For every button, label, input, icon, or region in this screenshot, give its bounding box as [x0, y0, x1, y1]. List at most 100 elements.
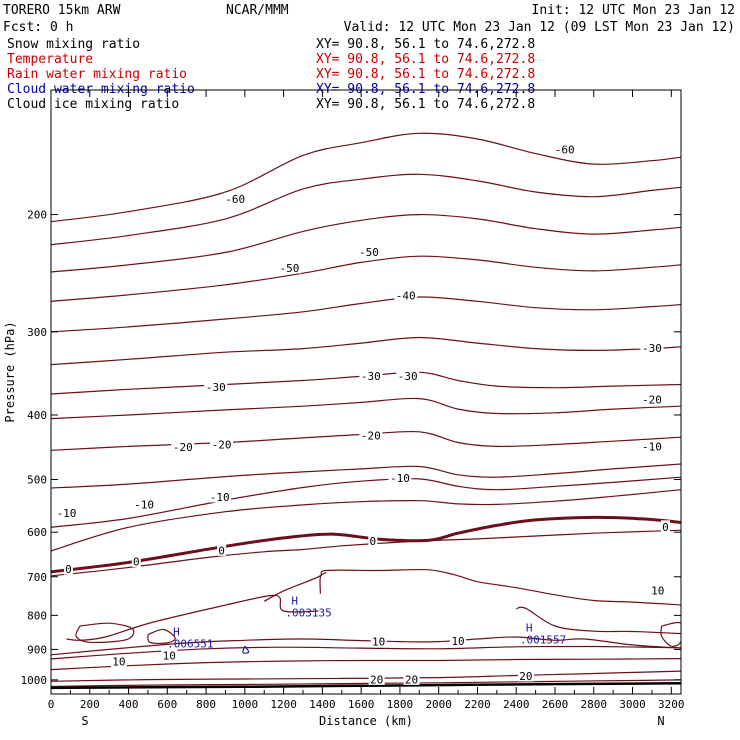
y-tick-label-8: 1000	[21, 674, 48, 687]
contour-label-7: -30	[361, 370, 381, 383]
x-tick-label-9: 1800	[387, 698, 414, 711]
x-tick-label-15: 3000	[619, 698, 646, 711]
contour-label-3: -50	[359, 246, 379, 259]
contour-label-bg-17	[55, 506, 79, 519]
y-tick-label-2: 400	[27, 409, 47, 422]
warm-tongue-contour	[263, 568, 681, 606]
contour-label-bg-29	[403, 672, 420, 685]
contour-label-bg-28	[368, 672, 385, 685]
contour-label-bg-24	[450, 634, 467, 647]
contour-label-bg-11	[210, 438, 234, 451]
contour-label-25: 10	[112, 656, 125, 669]
contour-label-bg-5	[640, 341, 664, 354]
contour-label-22: 0	[133, 555, 140, 568]
x-tick-label-16: 3200	[658, 698, 685, 711]
contour-label-19: 0	[369, 535, 376, 548]
x-tick-label-6: 1200	[270, 698, 297, 711]
contour-label-0: -60	[225, 193, 245, 206]
contour-label-8: -30	[398, 370, 418, 383]
cloud-outline-left	[66, 594, 319, 641]
temperature-contour-16	[51, 658, 681, 671]
closed-contour-2	[660, 621, 681, 647]
temperature-contour-15	[51, 645, 681, 660]
contour-label-24: 10	[451, 635, 464, 648]
contour-labels: -60 -60 -50 -50 -40 -30 -30 -30 -30 -20 -20 -20 -20 -…	[55, 143, 670, 686]
contour-label-bg-16	[388, 471, 412, 484]
contour-label-bg-3	[357, 245, 381, 258]
contour-label-27: 10	[651, 584, 664, 597]
contour-label-5: -30	[642, 342, 662, 355]
axes: 0 200 400 600 800 1000 1200 1400 1600 1800 2000 220…	[3, 90, 685, 728]
contour-label-bg-7	[359, 369, 383, 382]
x-tick-label-3: 600	[157, 698, 177, 711]
contour-label-bg-6	[204, 380, 228, 393]
closed-contour-1	[147, 628, 176, 645]
cloud-outline-right	[516, 606, 681, 635]
contour-label-1: -60	[555, 144, 575, 157]
plot-area: -60 -60 -50 -50 -40 -30 -30 -30 -30 -20 -20 -20 -20 -…	[3, 89, 685, 728]
contour-label-bg-19	[368, 534, 378, 547]
contour-label-bg-12	[359, 428, 383, 441]
temperature-contour-9	[51, 463, 681, 489]
temperature-contour-1	[51, 173, 681, 246]
contour-label-bg-0	[223, 192, 247, 205]
legend-entry-0: Snow mixing ratio	[7, 37, 140, 52]
contour-label-28: 20	[370, 673, 383, 686]
forecast-hour: Fcst: 0 h	[3, 20, 73, 35]
temperature-contour-5	[51, 336, 681, 366]
contour-label-4: -40	[396, 289, 416, 302]
x-tick-label-12: 2400	[503, 698, 530, 711]
temperature-contour-0	[51, 132, 681, 223]
contour-label-15: -10	[210, 491, 230, 504]
temperature-contour-14	[51, 636, 681, 656]
temperature-contour-4	[51, 296, 681, 333]
contour-label-14: -10	[134, 498, 154, 511]
contour-label-bg-15	[208, 490, 232, 503]
model-title: TORERO 15km ARW	[3, 3, 121, 18]
high-value-2: .001557	[520, 634, 566, 647]
contour-label-bg-21	[63, 562, 73, 575]
contour-label-11: -20	[212, 439, 232, 452]
contour-label-29: 20	[405, 673, 418, 686]
y-tick-label-0: 200	[27, 209, 47, 222]
contour-label-bg-9	[640, 393, 664, 406]
legend-xy-2: XY= 90.8, 56.1 to 74.6,272.8	[316, 67, 535, 82]
contour-label-bg-13	[640, 440, 664, 453]
temperature-contour-17	[51, 670, 681, 682]
contour-label-2: -50	[279, 262, 299, 275]
contour-label-21: 0	[65, 563, 72, 576]
legend: Snow mixing ratio XY= 90.8, 56.1 to 74.6,…	[7, 37, 535, 112]
x-tick-label-1: 200	[80, 698, 100, 711]
x-end-label-left: S	[81, 714, 88, 728]
x-tick-label-13: 2600	[542, 698, 569, 711]
y-tick-label-3: 500	[27, 473, 47, 486]
warm-tongue-inner-contour	[319, 572, 327, 594]
contour-label-bg-1	[553, 143, 577, 156]
x-tick-label-10: 2000	[425, 698, 452, 711]
high-value-0: .003135	[285, 606, 331, 619]
contour-label-6: -30	[206, 381, 226, 394]
contour-label-bg-26	[161, 648, 178, 661]
contour-label-20: 0	[662, 521, 669, 534]
y-tick-label-6: 800	[27, 609, 47, 622]
contour-label-bg-20	[660, 520, 670, 533]
valid-time: Valid: 12 UTC Mon 23 Jan 12 (09 LST Mon …	[344, 20, 735, 35]
high-marker-2: H	[526, 622, 533, 635]
contour-label-bg-14	[132, 497, 156, 510]
legend-entry-2: Rain water mixing ratio	[7, 67, 187, 82]
contour-label-bg-27	[649, 583, 666, 596]
x-tick-label-14: 2800	[581, 698, 608, 711]
y-tick-label-5: 700	[27, 571, 47, 584]
y-tick-label-7: 900	[27, 643, 47, 656]
x-tick-label-4: 800	[196, 698, 216, 711]
legend-xy-1: XY= 90.8, 56.1 to 74.6,272.8	[316, 52, 535, 67]
x-tick-label-2: 400	[119, 698, 139, 711]
contour-label-bg-22	[131, 554, 141, 567]
contour-label-bg-18	[217, 543, 227, 556]
header: TORERO 15km ARW NCAR/MMM Init: 12 UTC Mo…	[3, 3, 735, 35]
cloud-water-contour	[242, 645, 250, 654]
contour-label-9: -20	[642, 394, 662, 407]
contour-label-bg-30	[517, 669, 534, 682]
x-tick-label-8: 1600	[348, 698, 375, 711]
